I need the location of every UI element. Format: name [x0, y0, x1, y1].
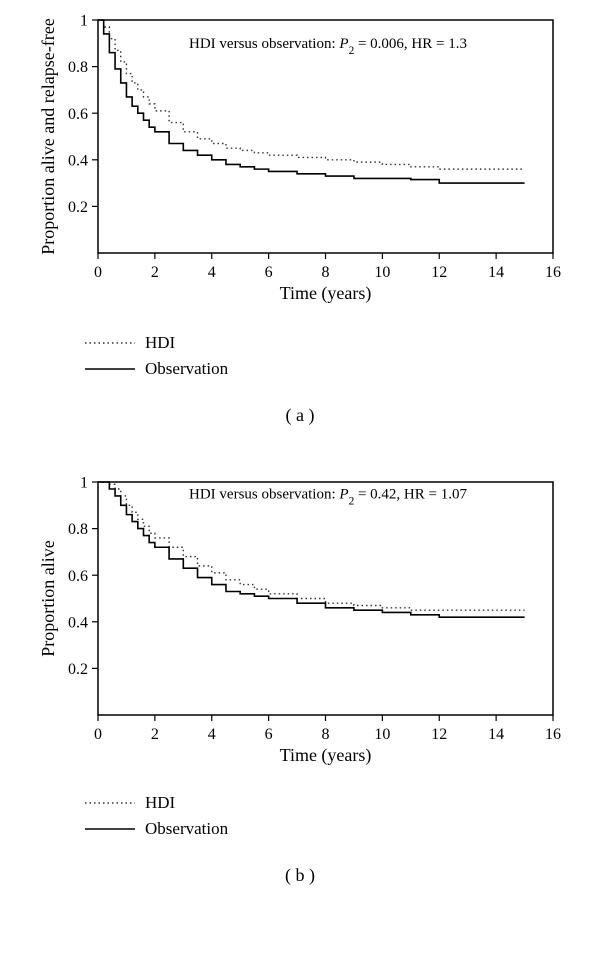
svg-text:0.2: 0.2 [68, 199, 88, 216]
svg-text:16: 16 [545, 264, 561, 281]
panel-b-svg: 0 2 4 6 8 10 12 14 16 0.2 0.4 0.6 0.8 1 HDI versus obs… [20, 470, 565, 770]
svg-text:12: 12 [431, 726, 447, 743]
svg-text:Time (years): Time (years) [280, 283, 372, 304]
svg-text:4: 4 [208, 264, 216, 281]
panel-b-legend: HDI Observation [80, 790, 380, 850]
panel-a-sublabel-text: ( a ) [286, 405, 315, 425]
panel-a-svg: 0 2 4 6 8 10 12 14 16 0.2 0.4 0.6 0.8 1 HDI versus obs… [20, 8, 565, 308]
panel-a-legend: HDI Observation [80, 330, 380, 390]
panel-a-legend-svg: HDI Observation [80, 330, 380, 390]
svg-text:0.6: 0.6 [68, 568, 88, 585]
panel-a-sublabel: ( a ) [0, 405, 600, 426]
svg-text:6: 6 [265, 264, 273, 281]
svg-text:4: 4 [208, 726, 216, 743]
svg-text:Proportion alive and relapse-f: Proportion alive and relapse-free [38, 18, 58, 254]
svg-text:2: 2 [151, 264, 159, 281]
svg-text:2: 2 [151, 726, 159, 743]
svg-text:14: 14 [488, 264, 504, 281]
panel-b-sublabel: ( b ) [0, 865, 600, 886]
svg-text:Observation: Observation [145, 819, 229, 838]
svg-text:HDI versus observation: P2 = 0: HDI versus observation: P2 = 0.42, HR = … [189, 486, 467, 507]
svg-text:HDI versus observation: P2 = 0: HDI versus observation: P2 = 0.006, HR =… [189, 36, 467, 57]
panel-b-legend-svg: HDI Observation [80, 790, 380, 850]
svg-text:0.2: 0.2 [68, 661, 88, 678]
svg-text:0.6: 0.6 [68, 106, 88, 123]
svg-text:0.8: 0.8 [68, 521, 88, 538]
svg-text:10: 10 [374, 264, 390, 281]
svg-text:0: 0 [94, 726, 102, 743]
panel-a: 0 2 4 6 8 10 12 14 16 0.2 0.4 0.6 0.8 1 HDI versus obs… [20, 8, 565, 308]
svg-text:0.4: 0.4 [68, 152, 88, 169]
svg-text:1: 1 [80, 13, 88, 30]
svg-text:1: 1 [80, 475, 88, 492]
svg-text:14: 14 [488, 726, 504, 743]
panel-b: 0 2 4 6 8 10 12 14 16 0.2 0.4 0.6 0.8 1 HDI versus obs… [20, 470, 565, 770]
panel-b-sublabel-text: ( b ) [285, 865, 315, 885]
svg-text:HDI: HDI [145, 793, 176, 812]
svg-text:HDI: HDI [145, 333, 176, 352]
svg-text:0: 0 [94, 264, 102, 281]
svg-text:12: 12 [431, 264, 447, 281]
svg-text:0.4: 0.4 [68, 614, 88, 631]
svg-text:Time (years): Time (years) [280, 745, 372, 766]
svg-text:10: 10 [374, 726, 390, 743]
svg-text:Observation: Observation [145, 359, 229, 378]
svg-text:16: 16 [545, 726, 561, 743]
svg-text:8: 8 [322, 726, 330, 743]
svg-text:6: 6 [265, 726, 273, 743]
svg-text:0.8: 0.8 [68, 59, 88, 76]
svg-text:Proportion alive: Proportion alive [38, 540, 58, 656]
svg-text:8: 8 [322, 264, 330, 281]
